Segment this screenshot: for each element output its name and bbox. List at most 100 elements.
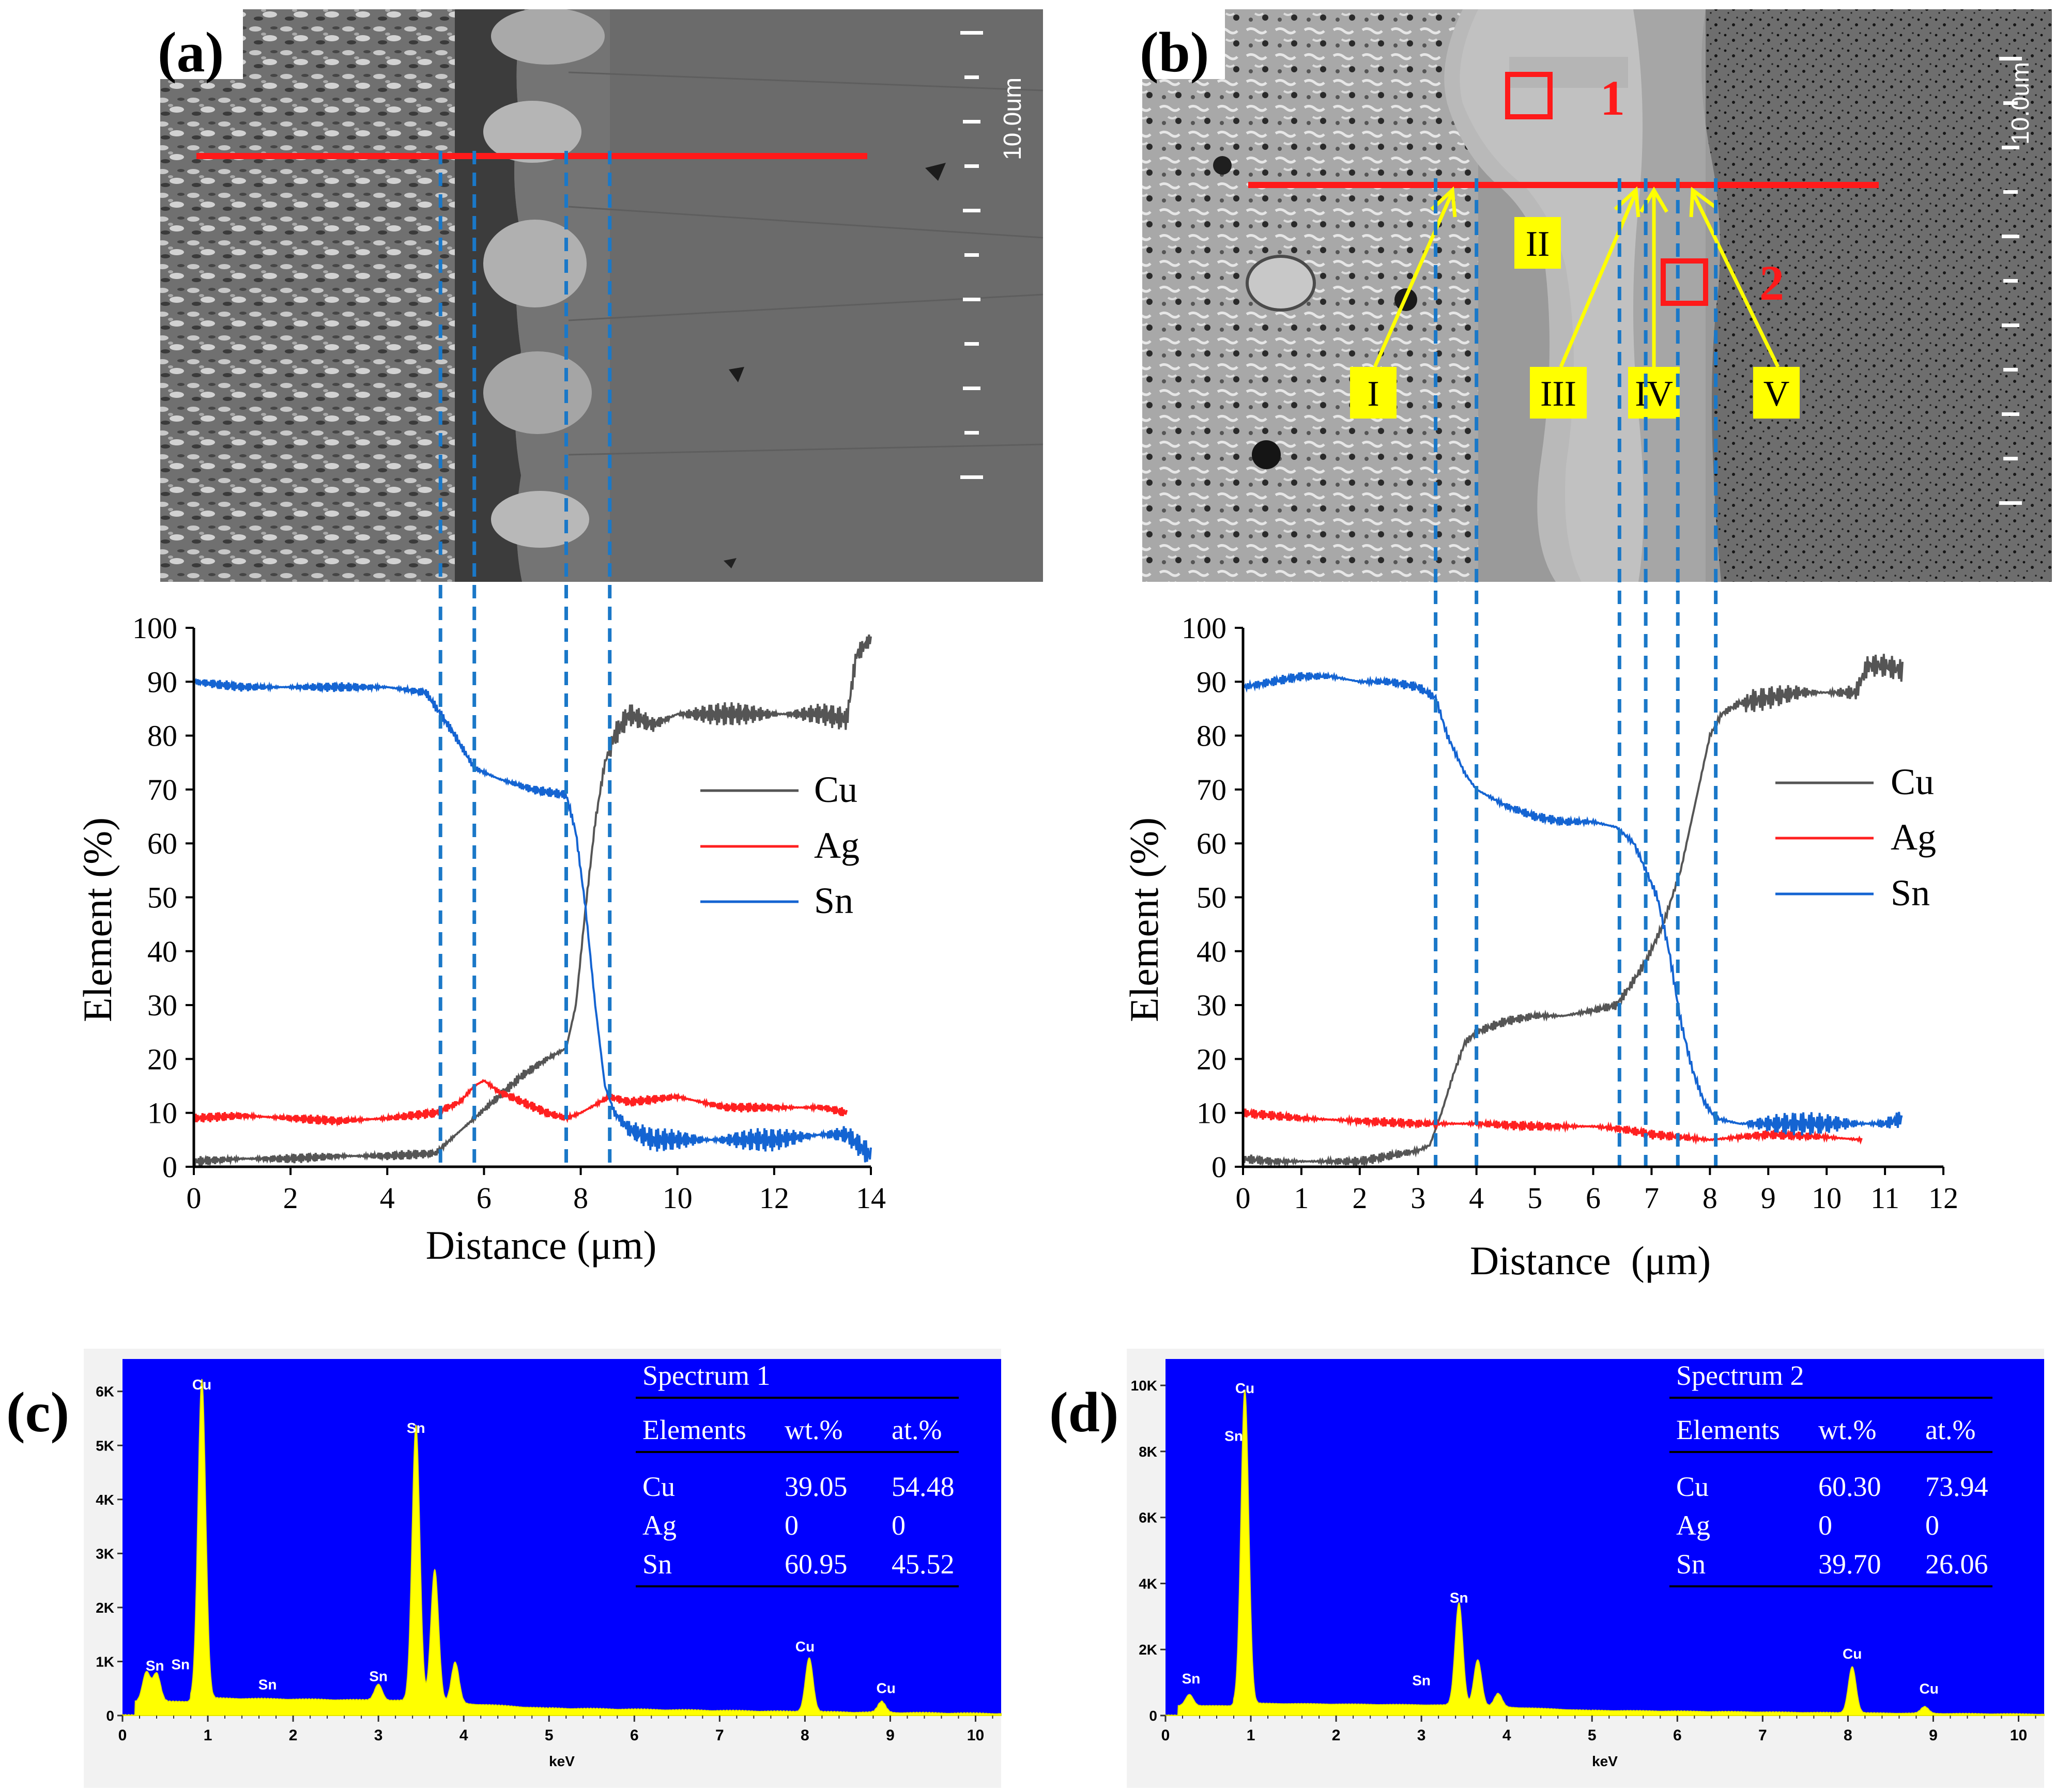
peak-label: Sn <box>146 1658 164 1674</box>
scale-tick <box>2003 279 2018 283</box>
svg-text:0: 0 <box>1925 1510 1939 1541</box>
region-label-II <box>1514 217 1561 269</box>
region-label-I <box>1350 367 1397 419</box>
scale-tick <box>2002 323 2019 327</box>
x-tick-label: 5 <box>545 1727 554 1744</box>
scallop-1 <box>491 9 605 65</box>
y-tick-label: 4K <box>96 1492 114 1508</box>
x-tick-label: 8 <box>573 1181 588 1215</box>
y-tick-label: 3K <box>96 1546 114 1562</box>
y-tick-label: 20 <box>147 1042 177 1076</box>
x-tick-label: 12 <box>1928 1181 1958 1215</box>
scallop-5 <box>491 491 589 548</box>
y-tick-label: 30 <box>1197 988 1226 1022</box>
svg-text:II: II <box>1526 224 1550 264</box>
sem-image-a: 10.0um <box>160 9 1043 582</box>
svg-text:at.%: at.% <box>1925 1414 1975 1445</box>
x-tick-label: 0 <box>1236 1181 1251 1215</box>
scale-label-b: 10.0um <box>2007 62 2034 145</box>
spectrum-chart-1: 0 1 2 3 4 5 6 7 8 9 10 0 1K 2K 3K 4K 5K 6K Cu Sn Sn Sn Sn Sn Cu… <box>84 1349 1002 1788</box>
x-tick-label: 7 <box>1644 1181 1659 1215</box>
x-tick-label: 9 <box>886 1727 895 1744</box>
x-tick-label: 14 <box>856 1181 886 1215</box>
panel-label-d: (d) <box>1049 1381 1118 1444</box>
spectrum-table-2: Spectrum 2 Elements wt.% at.% Cu 60.30 7… <box>1669 1360 1992 1587</box>
scale-tick <box>964 342 979 346</box>
x-tick-label: 2 <box>1332 1727 1341 1744</box>
x-tick-label: 3 <box>374 1727 383 1744</box>
y-tick-label: 40 <box>147 935 177 968</box>
x-tick-label: 10 <box>2010 1727 2027 1744</box>
scale-tick <box>960 475 983 479</box>
y-tick-label: 80 <box>1197 719 1226 753</box>
x-tick-label: 3 <box>1410 1181 1425 1215</box>
y-tick-label: 90 <box>147 665 177 699</box>
x-tick-label: 4 <box>1502 1727 1511 1744</box>
point-2-label: 2 <box>1759 255 1784 311</box>
peak-label: Sn <box>1412 1672 1431 1688</box>
line-chart-a: 0 2 4 6 8 10 12 14 0 10 20 30 40 50 60 70 80 90 100 Cu Ag … <box>75 151 886 1268</box>
svg-text:wt.%: wt.% <box>1818 1414 1876 1445</box>
svg-text:Sn: Sn <box>642 1549 672 1580</box>
x-tick-label: 9 <box>1929 1727 1938 1744</box>
peak-label: Sn <box>407 1420 425 1436</box>
x-tick-label: 10 <box>1812 1181 1842 1215</box>
x-tick-label: 10 <box>967 1727 984 1744</box>
series-ag <box>193 1079 848 1127</box>
panel-label-a: (a) <box>158 21 224 84</box>
series-ag <box>1242 1107 1863 1145</box>
scale-tick <box>1999 57 2022 60</box>
svg-text:Elements: Elements <box>642 1414 746 1445</box>
y-tick-label: 10 <box>1197 1096 1226 1130</box>
panel-label-b: (b) <box>1140 21 1209 84</box>
peak-label: Cu <box>795 1639 815 1655</box>
peak-label: Sn <box>258 1676 277 1692</box>
scallop-3 <box>483 220 587 307</box>
svg-text:Ag: Ag <box>1676 1510 1710 1541</box>
svg-text:Ag: Ag <box>642 1510 677 1541</box>
x-tick-label: 5 <box>1527 1181 1542 1215</box>
x-tick-label: 3 <box>1417 1727 1426 1744</box>
series-cu <box>193 634 872 1167</box>
spectrum-fill <box>122 1379 1002 1717</box>
svg-text:Elements: Elements <box>1676 1414 1780 1445</box>
spectrum-fill <box>1165 1389 2045 1716</box>
peak-label: Cu <box>1843 1646 1862 1662</box>
svg-text:at.%: at.% <box>892 1414 942 1445</box>
y-tick-label: 4K <box>1139 1575 1157 1592</box>
peak-label: Sn <box>1450 1590 1468 1606</box>
x-tick-label: 0 <box>1161 1727 1170 1744</box>
point-2-box <box>1661 258 1708 306</box>
y-tick-label: 0 <box>106 1708 114 1724</box>
peak-label: Sn <box>369 1669 388 1685</box>
y-tick-label: 0 <box>1149 1708 1157 1724</box>
scale-tick <box>963 209 980 212</box>
scale-tick <box>2003 368 2018 372</box>
particle <box>1246 255 1316 312</box>
y-tick-label: 30 <box>147 988 177 1022</box>
peak-label: Sn <box>1182 1671 1201 1687</box>
x-tick-label: 4 <box>459 1727 468 1744</box>
spectrum-title-1: Spectrum 1 <box>642 1360 770 1391</box>
y-tick-label: 50 <box>1197 881 1226 915</box>
scale-tick <box>960 31 983 35</box>
y-axis-label-a: Element (%) <box>75 817 120 1022</box>
region-label-III <box>1530 367 1587 419</box>
svg-text:III: III <box>1540 374 1576 414</box>
y-tick-label: 20 <box>1197 1042 1226 1076</box>
svg-text:0: 0 <box>892 1510 906 1541</box>
legend-label-ag: Ag <box>1891 816 1936 858</box>
y-tick-label: 5K <box>96 1438 114 1454</box>
spectrum-xlabel-1: keV <box>549 1753 575 1769</box>
series-sn <box>1243 671 1903 1136</box>
x-tick-label: 8 <box>801 1727 809 1744</box>
sem-image-b: 10.0um <box>1142 9 2052 582</box>
x-tick-label: 6 <box>630 1727 639 1744</box>
x-tick-label: 12 <box>759 1181 789 1215</box>
y-tick-label: 0 <box>1211 1150 1226 1184</box>
peak-label: Cu <box>1235 1380 1254 1396</box>
scale-bar-a <box>960 31 983 479</box>
y-tick-label: 8K <box>1139 1444 1157 1460</box>
